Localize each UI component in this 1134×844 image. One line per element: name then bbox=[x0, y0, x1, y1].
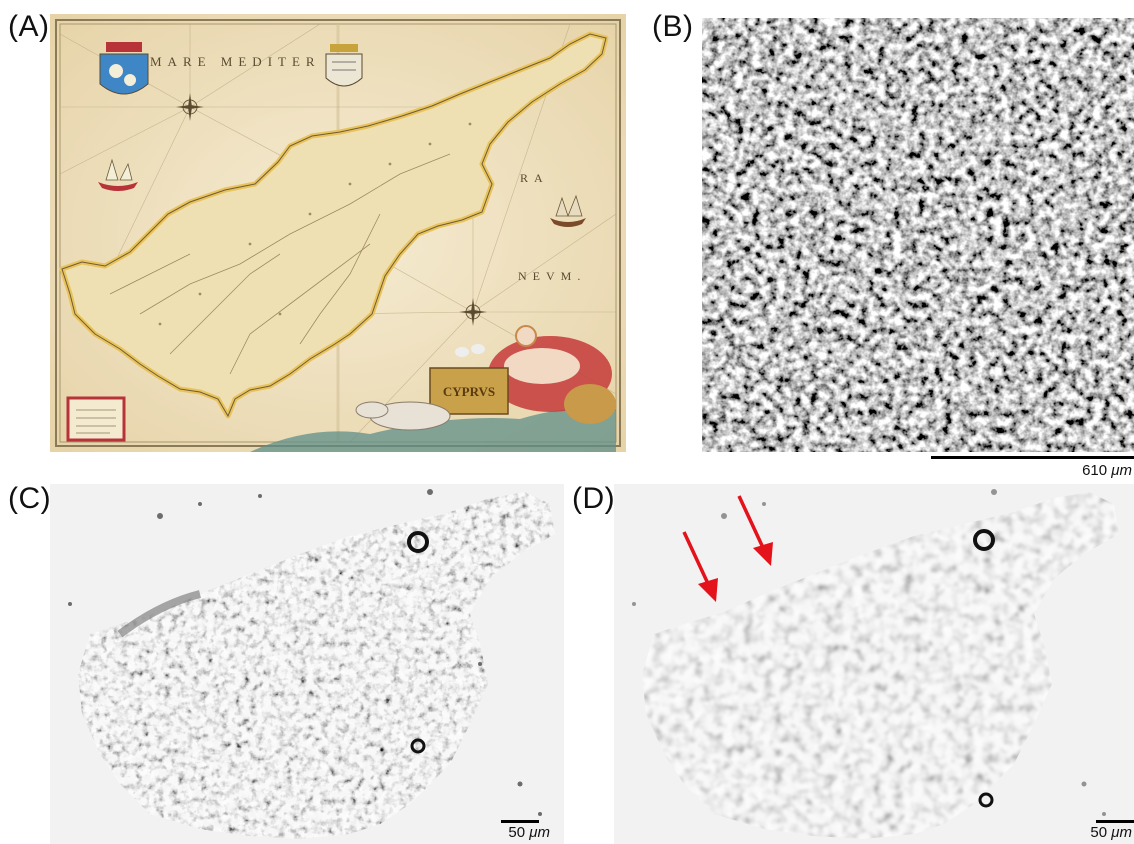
scale-value-b: 610 bbox=[1082, 462, 1108, 479]
microscopy-image-b bbox=[702, 18, 1134, 452]
scale-bar-c bbox=[501, 820, 539, 823]
map-sea-name-1: MARE MEDITER bbox=[150, 54, 321, 69]
panel-label-c: (C) bbox=[8, 482, 52, 515]
scale-unit-b: μm bbox=[1111, 462, 1132, 479]
map-cartouche-text: CYPRVS bbox=[443, 384, 495, 399]
scale-value-d: 50 bbox=[1090, 824, 1108, 841]
panel-label-a: (A) bbox=[8, 10, 50, 43]
microscopy-image-c bbox=[50, 484, 564, 844]
scale-value-c: 50 bbox=[508, 824, 526, 841]
scale-label-c: 50 μm bbox=[470, 825, 550, 841]
map-sea-name-3: NEVM. bbox=[518, 269, 586, 283]
scale-label-d: 50 μm bbox=[1050, 825, 1132, 841]
panel-label-b: (B) bbox=[652, 10, 694, 43]
map-sea-name-2: RA bbox=[520, 171, 549, 185]
red-arrow-1 bbox=[682, 531, 718, 602]
scale-label-b: 610 μm bbox=[1020, 463, 1132, 479]
scale-bar-d bbox=[1096, 820, 1134, 823]
panel-label-d: (D) bbox=[572, 482, 616, 515]
microscopy-image-d bbox=[614, 484, 1134, 844]
scale-bar-b bbox=[931, 456, 1134, 459]
red-arrow-2 bbox=[737, 495, 773, 566]
scale-unit-c: μm bbox=[529, 824, 550, 841]
scale-unit-d: μm bbox=[1111, 824, 1132, 841]
map-of-cyprus-image: MARE MEDITER RA NEVM. CYPRVS bbox=[50, 14, 626, 452]
